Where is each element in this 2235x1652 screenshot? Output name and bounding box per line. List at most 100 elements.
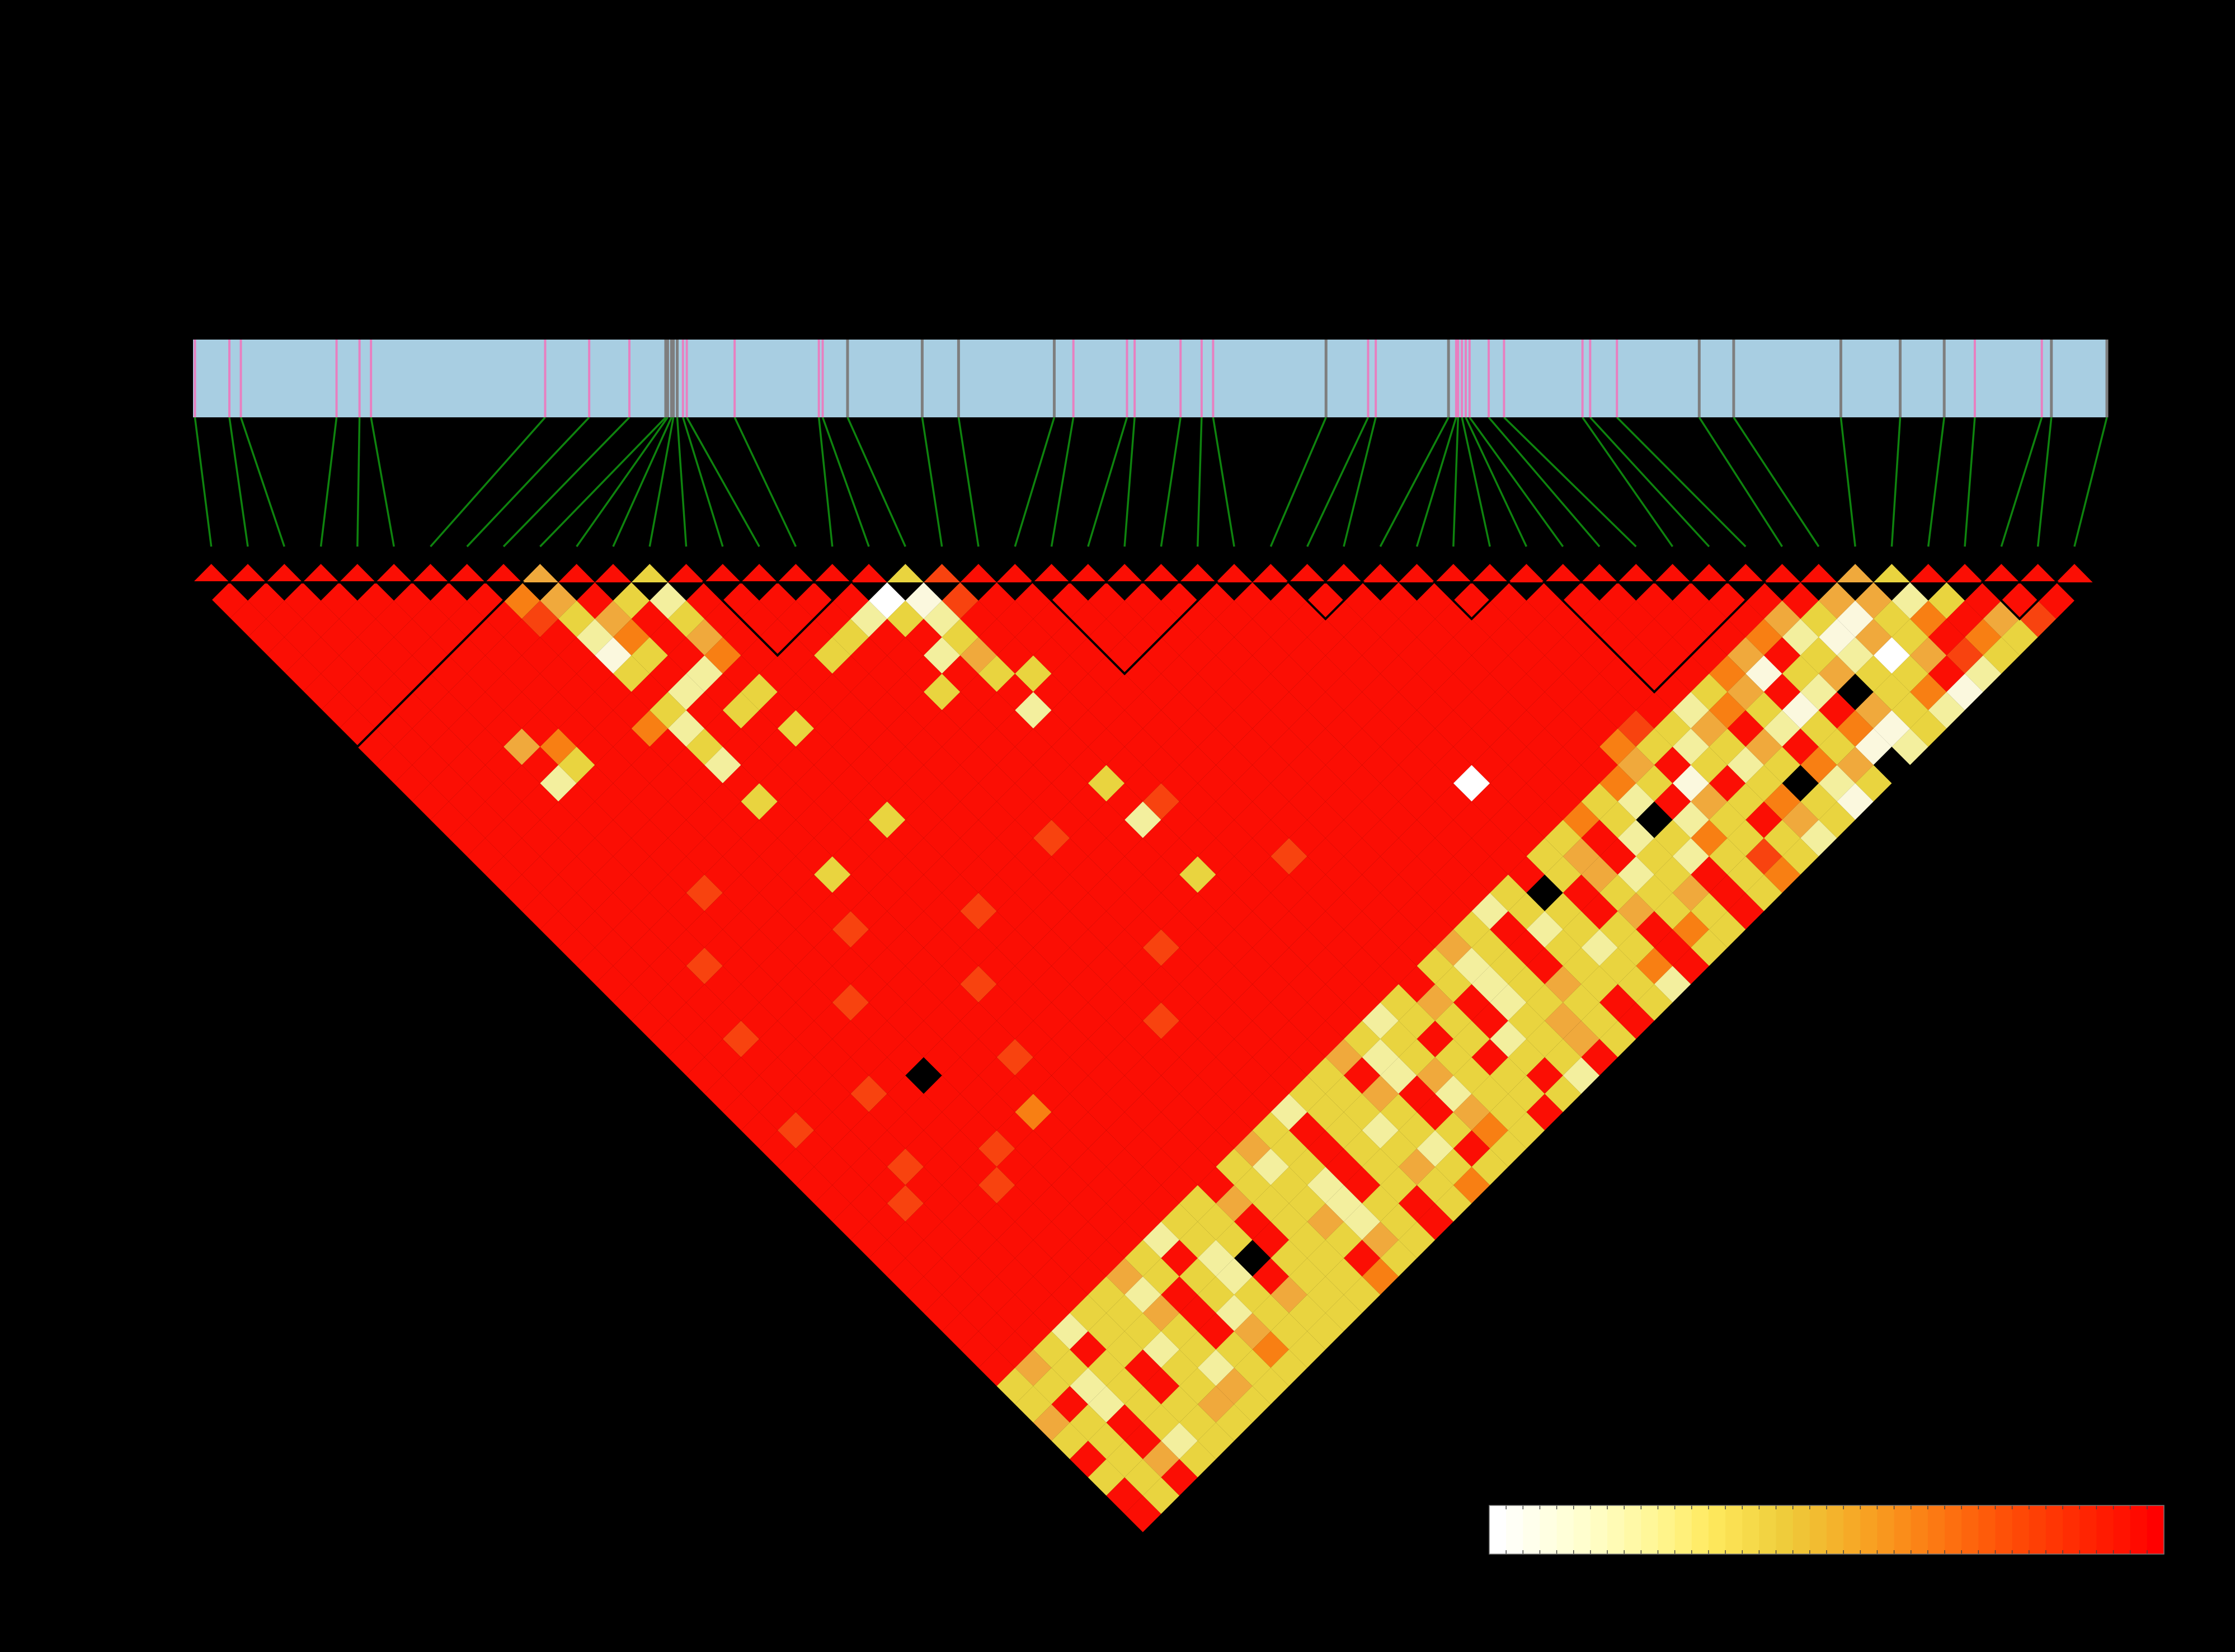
heatmap-cell [1672, 801, 1709, 839]
heatmap-cell [558, 820, 595, 856]
heatmap-cell [1873, 746, 1911, 784]
heatmap-cell [1763, 710, 1801, 747]
heatmap-cell [832, 1057, 869, 1094]
heatmap-cell [449, 637, 486, 674]
heatmap-cell [1033, 1075, 1070, 1112]
heatmap-cell [1179, 1258, 1216, 1295]
heatmap-cell [814, 783, 851, 820]
heatmap-cell [1490, 1130, 1527, 1167]
heatmap-cell [1745, 728, 1782, 765]
heatmap-cell [1362, 820, 1399, 856]
heatmap-cell [942, 801, 978, 839]
heatmap-cell [1307, 1130, 1344, 1167]
heatmap-diagonal-triangle [375, 564, 412, 582]
heatmap-cell [595, 856, 632, 893]
connector-line [1469, 416, 1564, 548]
heatmap-cell [1051, 1166, 1088, 1204]
heatmap-cell [1362, 710, 1399, 747]
heatmap-cell [1380, 655, 1417, 692]
heatmap-cell [467, 655, 504, 692]
heatmap-cell [1563, 1020, 1600, 1057]
heatmap-cell [1289, 1258, 1326, 1295]
heatmap-cell [1070, 674, 1107, 710]
heatmap-cell [1545, 1075, 1582, 1112]
heatmap-cell [1526, 728, 1563, 765]
heatmap-cell [978, 984, 1015, 1021]
heatmap-cell [1453, 984, 1490, 1021]
heatmap-cell [650, 874, 686, 911]
heatmap-cell [1252, 710, 1289, 747]
heatmap-cell [960, 1002, 997, 1039]
heatmap-cell [996, 1295, 1033, 1331]
heatmap-cell [1563, 984, 1600, 1021]
genomic-map-bar [193, 340, 2107, 417]
heatmap-cell [1289, 1221, 1326, 1259]
heatmap-cell [1197, 728, 1235, 765]
heatmap-cell [667, 710, 705, 747]
heatmap-cell [1490, 984, 1527, 1021]
heatmap-cell [996, 1221, 1033, 1259]
heatmap-cell [996, 1367, 1033, 1405]
heatmap-cell [467, 765, 504, 802]
block-outline [1286, 581, 1365, 621]
heatmap-cell [1179, 746, 1216, 784]
heatmap-cell [266, 637, 303, 674]
heatmap-cell [832, 874, 869, 911]
heatmap-cell [759, 911, 796, 948]
heatmap-cell [1563, 728, 1600, 765]
heatmap-cell [796, 874, 832, 911]
heatmap-cell [1453, 1166, 1490, 1204]
heatmap-cell [1161, 765, 1198, 802]
heatmap-cell [1691, 710, 1728, 747]
heatmap-cell [887, 893, 924, 930]
heatmap-cell [1142, 637, 1180, 674]
heatmap-cell [1617, 710, 1654, 747]
heatmap-cell [814, 746, 851, 784]
heatmap-cell [1033, 820, 1070, 856]
heatmap-cell [960, 710, 997, 747]
heatmap-cell [686, 728, 723, 765]
heatmap-cell [412, 746, 449, 784]
connector-line [576, 416, 669, 548]
heatmap-cell [924, 1002, 961, 1039]
heatmap-cell [887, 1075, 924, 1112]
heatmap-cell [704, 893, 741, 930]
heatmap-cell [1636, 728, 1673, 765]
heatmap-diagonal-triangle [1654, 564, 1691, 582]
heatmap-cell [869, 801, 906, 839]
connector-line [846, 417, 906, 547]
heatmap-cell [1015, 1130, 1052, 1167]
heatmap-cell [1837, 674, 1874, 710]
heatmap-cell [887, 820, 924, 856]
heatmap-cell [2001, 619, 2038, 656]
heatmap-cell [1124, 1495, 1161, 1532]
heatmap-cell [1453, 948, 1490, 985]
connector-line [1839, 417, 1856, 547]
heatmap-cell [1398, 820, 1436, 856]
heatmap-diagonal-triangle [1216, 564, 1253, 582]
heatmap-cell [887, 674, 924, 710]
heatmap-cell [759, 619, 796, 656]
heatmap-cell [942, 1313, 978, 1350]
heatmap-cell [1252, 1258, 1289, 1295]
heatmap-cell [1691, 820, 1728, 856]
heatmap-cell [1325, 674, 1362, 710]
heatmap-cell [1070, 1221, 1107, 1259]
heatmap-cell [1124, 582, 1161, 619]
heatmap-cell [1234, 728, 1271, 765]
color-key-segment [1607, 1505, 1625, 1554]
heatmap-cell [1526, 619, 1563, 656]
heatmap-cell [1362, 1039, 1399, 1076]
heatmap-cell [1380, 728, 1417, 765]
connector-line [2036, 417, 2053, 547]
heatmap-cell [1453, 765, 1490, 802]
connector-line [2000, 417, 2043, 547]
heatmap-cell [1015, 1313, 1052, 1350]
heatmap-cell [996, 1185, 1033, 1222]
heatmap-cell [1417, 911, 1453, 948]
heatmap-diagonal-triangle [1435, 564, 1472, 582]
heatmap-cell [1526, 801, 1563, 839]
heatmap-cell [704, 856, 741, 893]
heatmap-cell [1654, 710, 1691, 747]
heatmap-cell [1142, 929, 1180, 966]
